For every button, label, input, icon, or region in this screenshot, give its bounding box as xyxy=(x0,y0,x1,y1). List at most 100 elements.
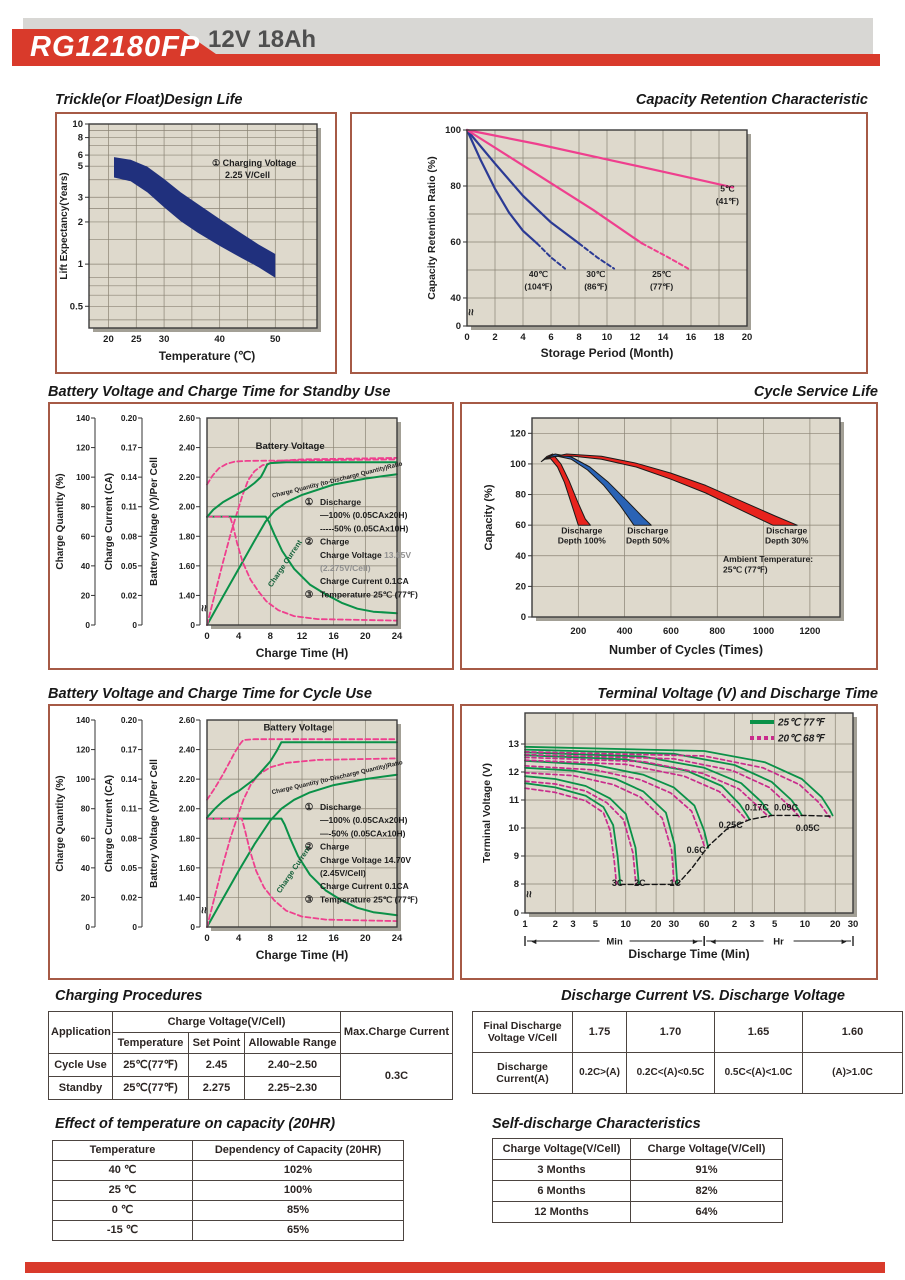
table-row: Final Discharge Voltage V/Cell 1.75 1.70… xyxy=(472,1011,903,1053)
charge-quantity-100 xyxy=(206,473,398,626)
svg-text:6: 6 xyxy=(78,150,83,161)
green-0p09c xyxy=(524,748,803,817)
svg-text:40: 40 xyxy=(515,551,526,562)
title-discharge-vs: Discharge Current VS. Discharge Voltage xyxy=(561,988,845,1004)
svg-text:12: 12 xyxy=(297,631,308,642)
svg-text:2.40: 2.40 xyxy=(179,443,196,453)
svg-text:16: 16 xyxy=(328,631,339,642)
magenta-0p09c xyxy=(524,753,800,818)
svg-text:≈: ≈ xyxy=(197,907,211,914)
charge-current-100 xyxy=(206,817,398,917)
svg-text:Charge: Charge xyxy=(320,537,350,547)
charge-quantity-100 xyxy=(206,773,398,928)
th-final-voltage: Final Discharge Voltage V/Cell xyxy=(472,1011,573,1053)
curve-30c xyxy=(465,128,581,245)
svg-text:18: 18 xyxy=(714,332,725,343)
svg-text:◄: ◄ xyxy=(709,937,717,946)
svg-text:Temperature 25℃ (77℉): Temperature 25℃ (77℉) xyxy=(320,589,418,599)
charge-quantity-50 xyxy=(206,757,398,928)
svg-text:12: 12 xyxy=(508,767,519,778)
svg-text:0: 0 xyxy=(464,332,469,343)
table-row: Discharge Current(A) 0.2C>(A) 0.2C<(A)<0… xyxy=(472,1052,903,1094)
svg-text:20: 20 xyxy=(651,919,662,930)
discharge-voltage-table: Final Discharge Voltage V/Cell 1.75 1.70… xyxy=(472,1011,903,1094)
svg-text:1.80: 1.80 xyxy=(179,833,196,843)
svg-text:(41℉): (41℉) xyxy=(716,196,739,206)
svg-text:8: 8 xyxy=(514,879,519,890)
svg-text:20: 20 xyxy=(81,590,91,600)
svg-text:30: 30 xyxy=(669,919,680,930)
green-0p6c xyxy=(524,759,710,849)
svg-text:Terminal Voltage (V): Terminal Voltage (V) xyxy=(481,763,493,863)
svg-text:140: 140 xyxy=(76,413,90,423)
svg-text:0.17: 0.17 xyxy=(121,745,138,755)
svg-text:3: 3 xyxy=(570,919,575,930)
series xyxy=(524,745,834,886)
svg-text:12: 12 xyxy=(297,933,308,944)
cell-c2: 0.2C<(A)<0.5C xyxy=(626,1052,715,1094)
svg-text:Charge: Charge xyxy=(320,842,350,852)
svg-text:8: 8 xyxy=(78,133,83,144)
cell-standby-setpoint: 2.275 xyxy=(188,1076,245,1100)
svg-text:—100% (0.05CAx20H): —100% (0.05CAx20H) xyxy=(320,815,408,825)
title-self-discharge: Self-discharge Characteristics xyxy=(492,1116,701,1132)
title-design-life: Trickle(or Float)Design Life xyxy=(55,92,243,108)
svg-text:5℃: 5℃ xyxy=(720,184,735,194)
svg-text:0: 0 xyxy=(456,321,461,332)
svg-text:3: 3 xyxy=(750,919,755,930)
svg-text:Charge Voltage 14.70V: Charge Voltage 14.70V xyxy=(320,855,411,865)
magenta-0p6c xyxy=(524,764,706,849)
svg-text:0: 0 xyxy=(190,922,195,932)
depth-50-band xyxy=(544,453,652,526)
svg-text:800: 800 xyxy=(709,626,725,637)
svg-text:20: 20 xyxy=(81,892,91,902)
cell-cycle-use: Cycle Use xyxy=(48,1053,113,1077)
curve-40c xyxy=(465,128,539,245)
svg-text:1000: 1000 xyxy=(753,626,774,637)
battery-voltage-100 xyxy=(206,741,398,819)
svg-text:20: 20 xyxy=(830,919,841,930)
charging-procedures-table: Application Charge Voltage(V/Cell) Max.C… xyxy=(48,1011,453,1100)
svg-text:24: 24 xyxy=(392,631,403,642)
svg-text:0.11: 0.11 xyxy=(121,502,137,512)
svg-text:3: 3 xyxy=(78,192,83,203)
svg-text:0: 0 xyxy=(190,620,195,630)
series xyxy=(540,453,798,526)
panel-design-life: 20 25 30 40 50 10 8 6 5 3 2 1 0.5 Temperature (℃) Lift… xyxy=(55,112,337,374)
svg-text:Storage Period (Month): Storage Period (Month) xyxy=(541,346,674,360)
svg-text:Discharge Time (Min): Discharge Time (Min) xyxy=(628,947,749,961)
title-standby: Battery Voltage and Charge Time for Stan… xyxy=(48,384,391,400)
svg-text:8: 8 xyxy=(268,933,273,944)
panel-standby-charge: 0 4 8 12 16 20 24 140 120 100 80 60 40 20 0 Charge Quan… xyxy=(48,402,454,670)
panel-cycle-service: 200 400 600 800 1000 1200 120 100 80 60 40 20 0 Numbe… xyxy=(460,402,878,670)
th-charge-voltage-right: Charge Voltage(V/Cell) xyxy=(630,1138,783,1160)
cell-c3: 0.5C<(A)<1.0C xyxy=(714,1052,803,1094)
svg-text:10: 10 xyxy=(72,119,83,130)
svg-text:0: 0 xyxy=(204,933,209,944)
svg-text:Discharge: Discharge xyxy=(320,802,361,812)
magenta-3c xyxy=(524,787,618,886)
svg-text:—100% (0.05CAx20H): —100% (0.05CAx20H) xyxy=(320,510,408,520)
svg-text:60: 60 xyxy=(515,520,526,531)
th-temperature: Temperature xyxy=(52,1140,193,1161)
svg-text:24: 24 xyxy=(392,933,403,944)
svg-text:2: 2 xyxy=(553,919,558,930)
svg-text:9: 9 xyxy=(514,851,519,862)
curve-40c-dash xyxy=(536,242,566,270)
svg-text:Battery Voltage (V)/Per Cell: Battery Voltage (V)/Per Cell xyxy=(149,457,160,586)
svg-text:0.25C: 0.25C xyxy=(719,820,744,830)
green-1c xyxy=(524,766,679,886)
svg-text:Battery Voltage: Battery Voltage xyxy=(256,441,325,452)
svg-text:Min: Min xyxy=(606,937,623,948)
cell-v170: 1.70 xyxy=(626,1011,715,1053)
panel-capacity-retention: 0 2 4 6 8 10 12 14 16 18 20 100 80 60 40 0 Storage Perio… xyxy=(350,112,868,374)
svg-text:Charge Time (H): Charge Time (H) xyxy=(256,646,348,660)
svg-text:2.40: 2.40 xyxy=(179,745,196,755)
svg-text:20℃ 68℉: 20℃ 68℉ xyxy=(777,734,826,745)
svg-text:Depth 100%: Depth 100% xyxy=(558,536,607,546)
svg-text:0: 0 xyxy=(204,631,209,642)
svg-text:2.20: 2.20 xyxy=(179,472,196,482)
svg-text:5: 5 xyxy=(772,919,778,930)
svg-text:120: 120 xyxy=(510,428,526,439)
battery-voltage-100 xyxy=(206,461,398,518)
